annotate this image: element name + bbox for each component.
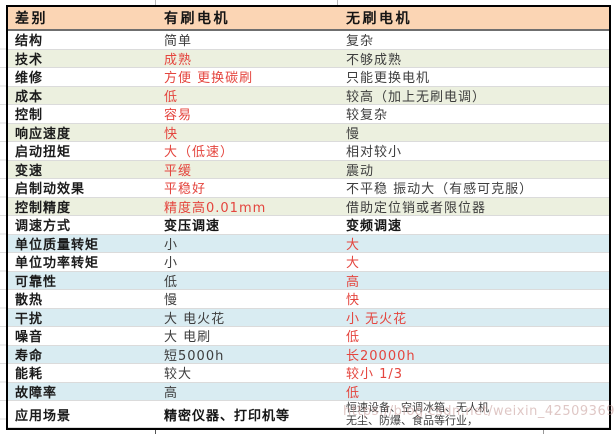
row-label-cell: 结构 <box>15 34 44 50</box>
brushed-motor-cell: 小 <box>164 256 179 272</box>
brushless-motor-cell: 不够成熟 <box>346 52 403 68</box>
brushless-motor-cell: 复杂 <box>346 34 375 50</box>
brushed-motor-cell: 大 电火花 <box>164 311 226 327</box>
brushed-motor-cell: 简单 <box>164 34 193 50</box>
brushed-motor-cell: 平稳好 <box>164 182 207 198</box>
table-row: 结构 简单 复杂 <box>8 31 609 50</box>
brushed-motor-cell: 慢 <box>164 293 179 309</box>
brushless-motor-cell: 小 无火花 <box>346 311 408 327</box>
table-row: 变速 平缓 震动 <box>8 160 609 179</box>
brushless-motor-cell: 较高（加上无刷电调） <box>346 89 487 105</box>
table-header-row: 差别 有刷电机 无刷电机 <box>8 7 609 31</box>
table-row: 寿命 短5000h 长20000h <box>8 345 609 364</box>
brushless-motor-cell: 不平稳 振动大（有感可克服） <box>346 182 534 198</box>
brushless-motor-cell: 相对较小 <box>346 145 403 161</box>
row-label-cell: 响应速度 <box>15 126 72 142</box>
grid-line <box>155 430 156 434</box>
table-row: 启动扭矩 大（低速） 相对较小 <box>8 142 609 161</box>
table-row: 响应速度 快 慢 <box>8 123 609 142</box>
brushed-motor-cell: 容易 <box>164 108 193 124</box>
table-row: 单位质量转矩 小 大 <box>8 234 609 253</box>
brushless-motor-cell: 低 <box>346 385 361 401</box>
table-row: 控制精度 精度高0.01mm 借助定位销或者限位器 <box>8 197 609 216</box>
table-row: 调速方式 变压调速 变频调速 <box>8 216 609 235</box>
brushless-motor-cell: 变频调速 <box>346 219 403 235</box>
row-label-cell: 单位功率转矩 <box>15 256 100 272</box>
motor-comparison-table: 差别 有刷电机 无刷电机 结构 简单 复杂 技术 成熟 不够成熟 维修 方便 更… <box>6 5 611 430</box>
brushed-motor-cell: 较大 <box>164 367 193 383</box>
header-cell-difference: 差别 <box>15 11 48 27</box>
grid-line <box>337 0 338 5</box>
row-label-cell: 控制精度 <box>15 200 72 216</box>
brushless-motor-cell: 恒速设备、空调冰箱、无人机 无尘、防爆、食品等行业， <box>346 401 489 427</box>
row-label-cell: 故障率 <box>15 385 58 401</box>
header-cell-brushless-motor: 无刷电机 <box>346 11 412 27</box>
table-row: 技术 成熟 不够成熟 <box>8 49 609 68</box>
spreadsheet-top-strip <box>0 0 616 5</box>
brushed-motor-cell: 小 <box>164 237 179 253</box>
table-row: 维修 方便 更换碳刷 只能更换电机 <box>8 68 609 87</box>
brushed-motor-cell: 变压调速 <box>164 219 221 235</box>
grid-line <box>543 430 544 434</box>
brushless-motor-cell: 长20000h <box>346 348 416 364</box>
row-label-cell: 散热 <box>15 293 44 309</box>
table-row: 能耗 较大 较小 1/3 <box>8 364 609 383</box>
brushless-motor-cell: 慢 <box>346 126 361 142</box>
brushed-motor-cell: 精密仪器、打印机等 <box>164 408 291 424</box>
row-label-cell: 能耗 <box>15 367 44 383</box>
brushless-motor-cell: 大 <box>346 237 361 253</box>
row-label-cell: 启制动效果 <box>15 182 86 198</box>
row-label-cell: 维修 <box>15 71 44 87</box>
row-label-cell: 启动扭矩 <box>15 145 72 161</box>
brushless-motor-cell: 低 <box>346 330 361 346</box>
brushed-motor-cell: 低 <box>164 89 179 105</box>
brushed-motor-cell: 精度高0.01mm <box>164 200 267 216</box>
brushed-motor-cell: 快 <box>164 126 179 142</box>
brushless-motor-cell: 高 <box>346 274 361 290</box>
brushed-motor-cell: 方便 更换碳刷 <box>164 71 254 87</box>
brushed-motor-cell: 高 <box>164 385 179 401</box>
row-label-cell: 控制 <box>15 108 44 124</box>
table-row: 单位功率转矩 小 大 <box>8 253 609 272</box>
brushless-motor-cell: 震动 <box>346 163 375 179</box>
brushed-motor-cell: 低 <box>164 274 179 290</box>
row-label-cell: 技术 <box>15 52 44 68</box>
row-label-cell: 噪音 <box>15 330 44 346</box>
brushed-motor-cell: 成熟 <box>164 52 193 68</box>
row-label-cell: 寿命 <box>15 348 44 364</box>
brushless-motor-cell: 只能更换电机 <box>346 71 431 87</box>
brushless-motor-cell: 借助定位销或者限位器 <box>346 200 487 216</box>
brushed-motor-cell: 大 电刷 <box>164 330 212 346</box>
grid-line <box>155 0 156 5</box>
brushed-motor-cell: 大（低速） <box>164 145 235 161</box>
row-label-cell: 干扰 <box>15 311 44 327</box>
brushless-motor-cell: 大 <box>346 256 361 272</box>
table-row: 启制动效果 平稳好 不平稳 振动大（有感可克服） <box>8 179 609 198</box>
table-row: 噪音 大 电刷 低 <box>8 327 609 346</box>
table-row: 散热 慢 快 <box>8 290 609 309</box>
table-row: 应用场景 精密仪器、打印机等 恒速设备、空调冰箱、无人机 无尘、防爆、食品等行业… <box>8 401 609 428</box>
table-row: 可靠性 低 高 <box>8 271 609 290</box>
table-row: 控制 容易 较复杂 <box>8 105 609 124</box>
brushless-motor-cell: 较小 1/3 <box>346 367 404 383</box>
table-row: 成本 低 较高（加上无刷电调） <box>8 86 609 105</box>
brushed-motor-cell: 平缓 <box>164 163 193 179</box>
row-label-cell: 单位质量转矩 <box>15 237 100 253</box>
row-label-cell: 成本 <box>15 89 44 105</box>
row-label-cell: 应用场景 <box>15 408 72 424</box>
row-label-cell: 可靠性 <box>15 274 58 290</box>
header-cell-brushed-motor: 有刷电机 <box>164 11 230 27</box>
brushless-motor-cell: 快 <box>346 293 361 309</box>
row-label-cell: 调速方式 <box>15 219 72 235</box>
table-row: 干扰 大 电火花 小 无火花 <box>8 308 609 327</box>
table-body: 结构 简单 复杂 技术 成熟 不够成熟 维修 方便 更换碳刷 只能更换电机 成本… <box>8 31 609 428</box>
brushed-motor-cell: 短5000h <box>164 348 225 364</box>
brushless-motor-cell: 较复杂 <box>346 108 389 124</box>
spreadsheet-left-strip <box>0 31 6 428</box>
table-row: 故障率 高 低 <box>8 382 609 401</box>
row-label-cell: 变速 <box>15 163 44 179</box>
